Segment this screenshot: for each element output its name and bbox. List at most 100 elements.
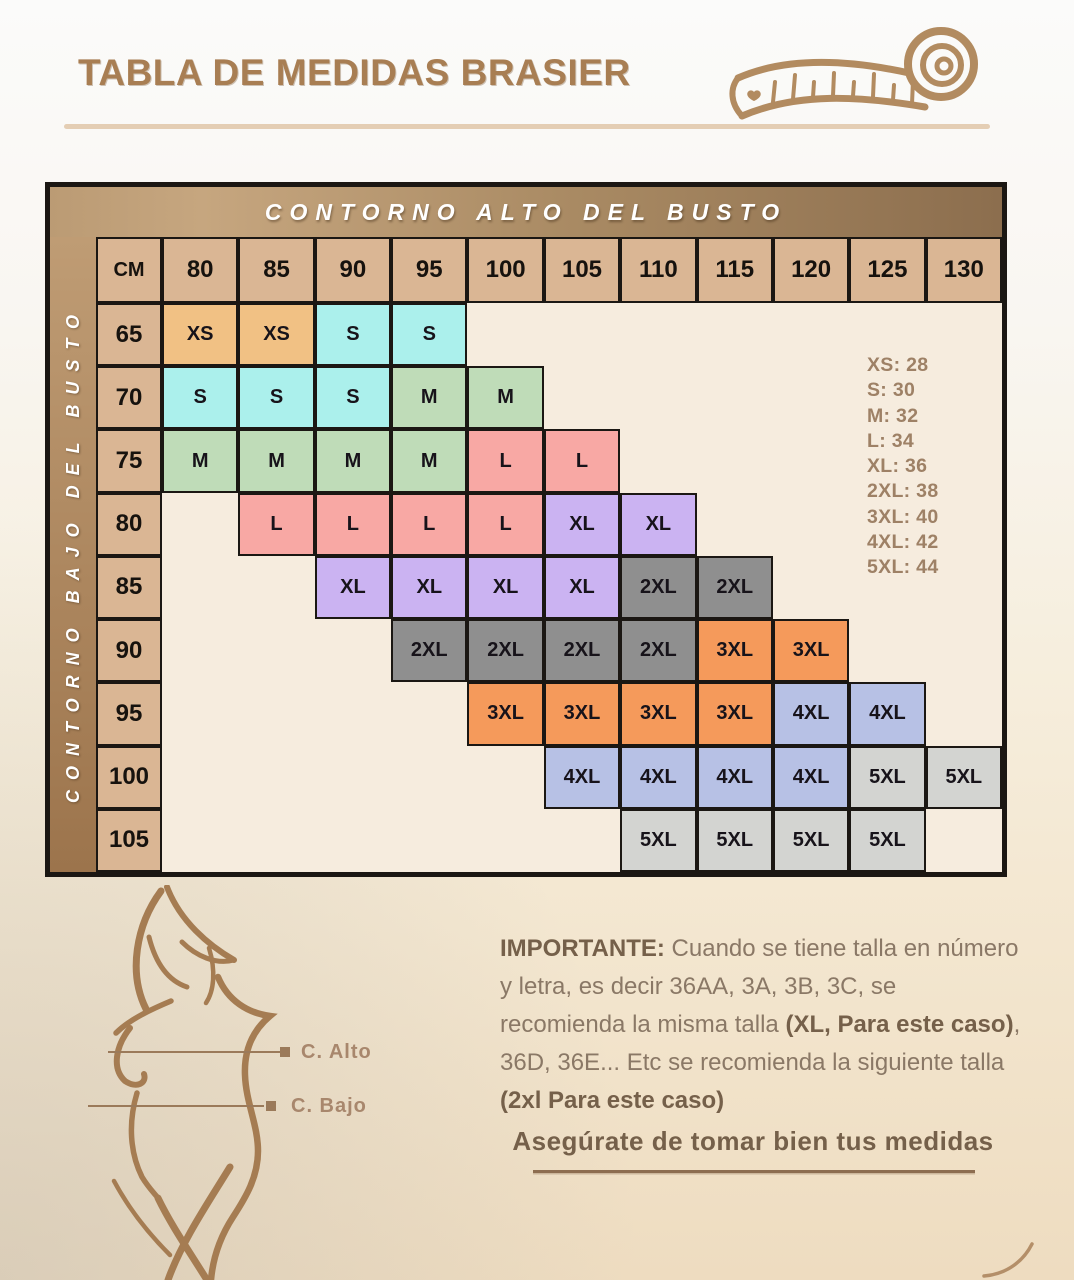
- empty-cell: [238, 746, 314, 809]
- note-segment: , 36D, 36E... Etc se recomienda la sigui…: [500, 1011, 1021, 1076]
- size-table: CONTORNO ALTO DEL BUSTO CONTORNO BAJO DE…: [45, 182, 1007, 877]
- size-grid: CM 80 85 90 95 100 105 110 115 120 125 130 65 XS XS S S 7…: [96, 237, 1002, 872]
- empty-cell: [315, 619, 391, 682]
- column-header-cell: 100: [467, 237, 544, 303]
- size-cell: L: [543, 429, 621, 493]
- legend-line: XS: 28: [867, 354, 929, 376]
- empty-cell: [544, 366, 620, 429]
- column-header-cell: 110: [620, 237, 697, 303]
- size-cell: 4XL: [696, 745, 773, 809]
- size-cell: L: [391, 492, 468, 556]
- empty-cell: [162, 682, 238, 745]
- empty-cell: [697, 493, 773, 556]
- empty-cell: [162, 556, 238, 619]
- size-cell: L: [314, 492, 392, 556]
- empty-cell: [620, 429, 696, 492]
- size-cell: 4XL: [772, 682, 850, 746]
- empty-cell: [162, 619, 238, 682]
- empty-cell: [391, 682, 467, 745]
- size-cell: 2XL: [620, 555, 697, 620]
- column-header-cell: 130: [925, 237, 1002, 303]
- empty-cell: [162, 493, 238, 556]
- column-header-cell: 95: [391, 237, 468, 303]
- size-cell: 2XL: [543, 619, 621, 683]
- legend-line: S: 30: [867, 379, 916, 402]
- empty-cell: [773, 303, 849, 366]
- size-cell: S: [238, 366, 315, 430]
- size-cell: L: [467, 429, 544, 493]
- empty-cell: [697, 303, 773, 366]
- size-cell: M: [238, 429, 315, 493]
- row-header-cell: 105: [96, 808, 162, 872]
- size-legend: XS: 28 S: 30 M: 32 L: 34 XL: 36 2XL: 38 3XL: 4…: [867, 353, 938, 581]
- size-cell: 4XL: [849, 682, 926, 746]
- size-cell: 2XL: [467, 619, 544, 683]
- empty-cell: [315, 682, 391, 745]
- size-cell: M: [391, 366, 468, 430]
- tagline-underline: [533, 1170, 975, 1173]
- size-cell: M: [391, 429, 468, 493]
- column-header-cell: 85: [238, 237, 315, 303]
- size-cell: 3XL: [467, 682, 544, 746]
- empty-cell: [773, 493, 849, 556]
- alto-measure-square: [280, 1047, 290, 1057]
- row-header-cell: 75: [96, 429, 162, 493]
- size-cell: 4XL: [620, 745, 697, 809]
- empty-cell: [315, 809, 391, 872]
- size-cell: S: [314, 366, 392, 430]
- size-cell: XL: [467, 555, 544, 620]
- size-cell: M: [314, 429, 392, 493]
- size-cell: S: [391, 303, 468, 367]
- header-divider: [64, 124, 990, 129]
- empty-cell: [467, 809, 543, 872]
- legend-line: 4XL: 42: [867, 531, 939, 554]
- row-header-cell: 85: [96, 555, 162, 620]
- table-top-header: CONTORNO ALTO DEL BUSTO: [50, 187, 1002, 237]
- empty-cell: [620, 303, 696, 366]
- size-cell: 3XL: [696, 682, 773, 746]
- empty-cell: [620, 366, 696, 429]
- empty-cell: [697, 366, 773, 429]
- bajo-measure-label: C. Bajo: [291, 1095, 367, 1117]
- size-cell: 5XL: [696, 808, 773, 872]
- empty-cell: [926, 809, 1002, 872]
- empty-cell: [544, 303, 620, 366]
- legend-line: 3XL: 40: [867, 505, 939, 528]
- size-cell: XL: [543, 492, 621, 556]
- column-header-cell: 80: [162, 237, 239, 303]
- heart-icon: [747, 90, 761, 101]
- empty-cell: [926, 682, 1002, 745]
- size-cell: 2XL: [696, 555, 773, 620]
- row-header-cell: 90: [96, 619, 162, 683]
- note-segment: Cuando se tiene talla en número y letra,…: [500, 935, 1019, 1038]
- column-header-cell: 90: [314, 237, 392, 303]
- empty-cell: [773, 429, 849, 492]
- unit-header-cell: CM: [96, 237, 162, 303]
- page-title: TABLA DE MEDIDAS BRASIER: [78, 52, 631, 93]
- table-body: CONTORNO BAJO DEL BUSTO CM 80 85 90 95 100 105…: [50, 237, 1002, 872]
- size-cell: XS: [162, 303, 239, 367]
- legend-line: XL: 36: [867, 455, 928, 478]
- empty-cell: [315, 746, 391, 809]
- importante-note: IMPORTANTE: Cuando se tiene talla en núm…: [500, 930, 1022, 1120]
- empty-cell: [391, 809, 467, 872]
- column-header-cell: 120: [772, 237, 850, 303]
- note-bold-segment: IMPORTANTE:: [500, 935, 672, 962]
- bajo-measure-line: [88, 1105, 264, 1107]
- size-cell: S: [314, 303, 392, 367]
- legend-line: L: 34: [867, 429, 915, 452]
- woman-silhouette: [111, 885, 278, 1280]
- size-cell: XL: [543, 555, 621, 620]
- size-cell: XL: [391, 555, 468, 620]
- row-header-cell: 100: [96, 745, 162, 809]
- legend-line: M: 32: [867, 404, 919, 427]
- size-cell: M: [162, 429, 239, 493]
- row-header-cell: 80: [96, 492, 162, 556]
- empty-cell: [926, 619, 1002, 682]
- empty-cell: [773, 366, 849, 429]
- size-cell: 5XL: [849, 808, 926, 872]
- size-cell: 2XL: [620, 619, 697, 683]
- alto-measure-label: C. Alto: [301, 1041, 372, 1063]
- corner-flourish: [982, 1242, 1034, 1278]
